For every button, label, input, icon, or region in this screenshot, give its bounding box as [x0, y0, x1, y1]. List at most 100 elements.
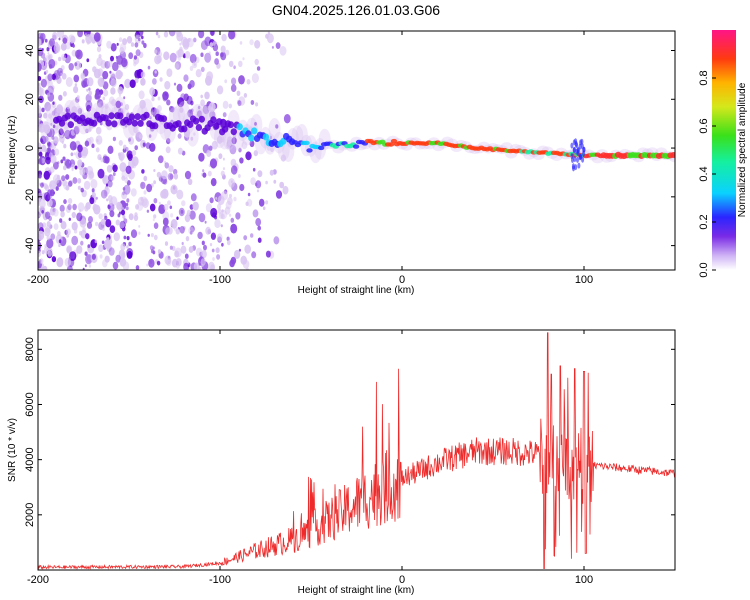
spectrogram-noise-blob: [38, 222, 44, 230]
spectrogram-noise-blob: [97, 99, 104, 108]
spectrogram-noise-blob: [176, 32, 184, 42]
spectrogram-noise-blob: [49, 38, 55, 47]
ridge-core-blob: [131, 119, 138, 127]
spectrogram-noise-blob: [38, 76, 42, 81]
spectrogram-noise-blob: [109, 70, 112, 74]
spectrogram-noise-blob: [230, 217, 235, 223]
ridge-core-blob: [152, 122, 159, 130]
spectrogram-noise-blob: [256, 189, 260, 193]
spectrogram-noise-blob: [149, 245, 154, 251]
spectrogram-noise-blob: [153, 214, 157, 219]
spectrogram-noise-blob: [238, 75, 245, 85]
spectrogram-noise-blob: [95, 221, 99, 227]
spectrogram-noise-blob: [121, 175, 126, 181]
spectrogram-noise-blob: [67, 198, 73, 204]
ridge-core-blob: [58, 119, 66, 127]
spectrogram-noise-blob: [190, 193, 197, 202]
spectrogram-noise-blob: [209, 197, 214, 204]
spectrogram-noise-blob: [162, 211, 170, 221]
spectrogram-noise-blob: [53, 137, 59, 144]
spectrogram-noise-blob: [106, 40, 112, 49]
snr-ylabel: SNR (10 * v/v): [7, 418, 18, 482]
spectrogram-noise-blob: [173, 173, 179, 180]
spectrogram-noise-blob: [73, 86, 79, 94]
spectrogram-noise-blob: [167, 200, 171, 206]
spectrogram-noise-blob: [153, 222, 159, 229]
spectrogram-noise-blob: [57, 67, 64, 77]
spectrogram-frame: [37, 30, 676, 271]
spectrogram-noise-blob: [91, 143, 95, 149]
spectrogram-noise-blob: [82, 227, 86, 233]
spectrogram-noise-blob: [96, 46, 102, 53]
spectrogram-noise-blob: [209, 158, 218, 169]
spectrogram-noise-blob: [38, 173, 42, 179]
spectrogram-noise-blob: [148, 258, 155, 268]
spectrogram-noise-blob: [246, 79, 251, 85]
spectrogram-noise-blob: [170, 219, 178, 229]
spectrogram-noise-blob: [84, 264, 87, 268]
spectrogram-noise-blob: [62, 179, 67, 187]
spectrogram-noise-blob: [167, 172, 174, 181]
spectrogram-noise-blob: [257, 237, 262, 243]
spectrogram-noise-blob: [38, 38, 42, 44]
y-tick-label: 2000: [24, 503, 36, 527]
spectrogram-noise-blob: [88, 136, 94, 144]
spectrogram-noise-blob: [265, 250, 271, 258]
spectrogram-noise-blob: [77, 144, 83, 153]
spectrogram-noise-blob: [257, 225, 262, 231]
spectrogram-noise-blob: [102, 227, 105, 232]
spectrogram-noise-blob: [204, 52, 212, 63]
spectrogram-noise-blob: [38, 198, 41, 202]
spectrogram-noise-blob: [206, 149, 212, 157]
spectrogram-noise-blob: [125, 165, 132, 174]
ridge-core-blob: [102, 114, 109, 122]
spectrogram-noise-blob: [56, 105, 64, 115]
spectrogram-noise-blob: [125, 206, 129, 211]
spectrogram-noise-blob: [222, 157, 225, 161]
spectrogram-noise-blob: [201, 250, 207, 259]
spectrogram-noise-blob: [176, 83, 183, 92]
spectrogram-noise-blob: [102, 155, 109, 164]
x-tick-label: -100: [209, 574, 231, 586]
spectrogram-noise-blob: [164, 241, 169, 246]
spectrogram-noise-blob: [107, 180, 113, 188]
spectrogram-noise-blob: [201, 240, 205, 246]
spectrogram-noise-blob: [120, 209, 126, 216]
spectrogram-noise-blob: [220, 45, 226, 53]
spectrogram-noise-blob: [239, 183, 245, 192]
spectrogram-noise-blob: [138, 90, 145, 100]
spectrogram-noise-blob: [40, 138, 44, 143]
spectrogram-noise-blob: [135, 49, 141, 57]
y-tick-label: 0: [24, 145, 36, 151]
spectrogram-noise-blob: [283, 114, 291, 124]
spectrogram-noise-blob: [220, 224, 223, 228]
spectrogram-noise-blob: [245, 201, 249, 206]
spectrogram-noise-blob: [177, 97, 185, 108]
spectrogram-noise-blob: [181, 200, 186, 207]
spectrogram-noise-blob: [170, 213, 174, 218]
spectrogram-noise-blob: [88, 216, 93, 223]
spectrogram-noise-blob: [226, 142, 231, 149]
spectrogram-noise-blob: [106, 244, 112, 252]
spectrogram-noise-blob: [65, 121, 68, 125]
spectrogram-noise-blob: [38, 104, 42, 114]
spectrogram-noise-blob: [38, 250, 41, 257]
spectrogram-noise-blob: [64, 158, 71, 168]
spectrogram-noise-blob: [88, 90, 92, 96]
spectrogram-noise-blob: [71, 221, 78, 231]
spectrogram-noise-blob: [87, 244, 91, 249]
spectrogram-noise-blob: [86, 221, 93, 229]
spectrogram-noise-blob: [107, 145, 114, 154]
ridge-core-blob: [111, 120, 118, 128]
spectrogram-noise-blob: [173, 168, 178, 175]
spectrogram-noise-blob: [38, 151, 43, 157]
spectrogram-noise-blob: [212, 40, 216, 45]
spectrogram-noise-blob: [79, 167, 86, 176]
spectrogram-noise-blob: [151, 96, 155, 102]
spectrogram-noise-blob: [146, 209, 150, 213]
spectrogram-noise-blob: [192, 61, 198, 69]
spectrogram-noise-blob: [224, 206, 231, 215]
spectrogram-noise-blob: [231, 137, 237, 145]
spectrogram-noise-blob: [79, 209, 82, 213]
